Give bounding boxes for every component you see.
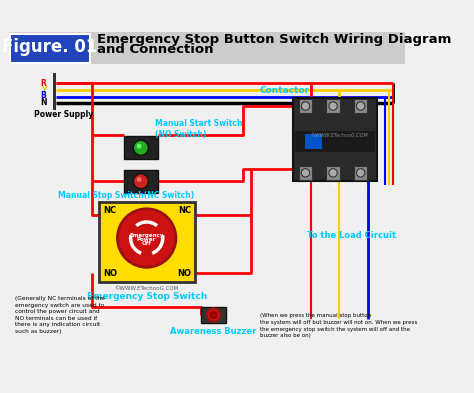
Text: ©WWW.ETechnoG.COM: ©WWW.ETechnoG.COM bbox=[310, 133, 368, 138]
Text: NO: NO bbox=[103, 269, 117, 277]
Circle shape bbox=[356, 169, 365, 177]
Circle shape bbox=[133, 140, 148, 155]
Text: NC: NC bbox=[178, 206, 191, 215]
Bar bbox=[354, 99, 367, 113]
Bar bbox=[124, 169, 157, 193]
Text: Contactor: Contactor bbox=[260, 86, 310, 95]
Bar bbox=[299, 166, 312, 180]
Text: Emergency Stop Switch: Emergency Stop Switch bbox=[87, 292, 207, 301]
Text: NC: NC bbox=[103, 206, 116, 215]
Text: T2: T2 bbox=[330, 183, 337, 188]
Text: Power Supply: Power Supply bbox=[34, 110, 93, 119]
Bar bbox=[201, 307, 226, 323]
Text: B: B bbox=[41, 92, 46, 101]
Text: ©WWW.ETechnoG.COM: ©WWW.ETechnoG.COM bbox=[115, 286, 179, 291]
Circle shape bbox=[137, 177, 142, 182]
Circle shape bbox=[118, 209, 176, 267]
Bar bbox=[99, 202, 195, 281]
Bar bbox=[53, 73, 56, 110]
Text: Figure. 01: Figure. 01 bbox=[2, 39, 98, 57]
Bar bbox=[10, 34, 90, 62]
Text: (Generally NC terminals of the
emergency switch are used to
control the power ci: (Generally NC terminals of the emergency… bbox=[16, 296, 105, 334]
Bar bbox=[9, 33, 405, 64]
Text: Emergency Stop Button Switch Wiring Diagram: Emergency Stop Button Switch Wiring Diag… bbox=[97, 33, 451, 46]
Circle shape bbox=[329, 102, 337, 110]
Text: and Connection: and Connection bbox=[97, 44, 213, 57]
Bar bbox=[11, 66, 402, 358]
Bar bbox=[295, 131, 375, 152]
Text: To the Load Circuit: To the Load Circuit bbox=[307, 231, 396, 240]
Text: Manual Stop Switch(NC Switch): Manual Stop Switch(NC Switch) bbox=[58, 191, 194, 200]
Bar bbox=[354, 166, 367, 180]
Bar bbox=[327, 99, 340, 113]
Text: Off: Off bbox=[142, 241, 152, 246]
Bar bbox=[293, 97, 376, 181]
Bar bbox=[299, 99, 312, 113]
Bar bbox=[327, 166, 340, 180]
Text: Y: Y bbox=[41, 86, 46, 95]
Circle shape bbox=[329, 169, 337, 177]
Circle shape bbox=[356, 102, 365, 110]
Text: T1: T1 bbox=[302, 183, 309, 188]
Circle shape bbox=[301, 169, 310, 177]
Circle shape bbox=[133, 174, 148, 189]
Text: N: N bbox=[40, 98, 46, 107]
Text: Emergency: Emergency bbox=[129, 233, 164, 238]
Text: NO: NO bbox=[177, 269, 191, 277]
Text: (When we press the manual stop button
the system will off but buzzer will not on: (When we press the manual stop button th… bbox=[259, 313, 417, 338]
Circle shape bbox=[301, 102, 310, 110]
Circle shape bbox=[137, 143, 142, 149]
Circle shape bbox=[210, 312, 217, 318]
Text: R: R bbox=[40, 79, 46, 88]
Bar bbox=[305, 134, 322, 149]
Text: Manual Start Switch
(NO Switch): Manual Start Switch (NO Switch) bbox=[155, 119, 243, 139]
Text: T3: T3 bbox=[357, 183, 364, 188]
Text: Awareness Buzzer: Awareness Buzzer bbox=[170, 327, 257, 336]
Bar bbox=[124, 136, 157, 160]
Text: Power: Power bbox=[137, 237, 156, 242]
Circle shape bbox=[207, 308, 220, 321]
